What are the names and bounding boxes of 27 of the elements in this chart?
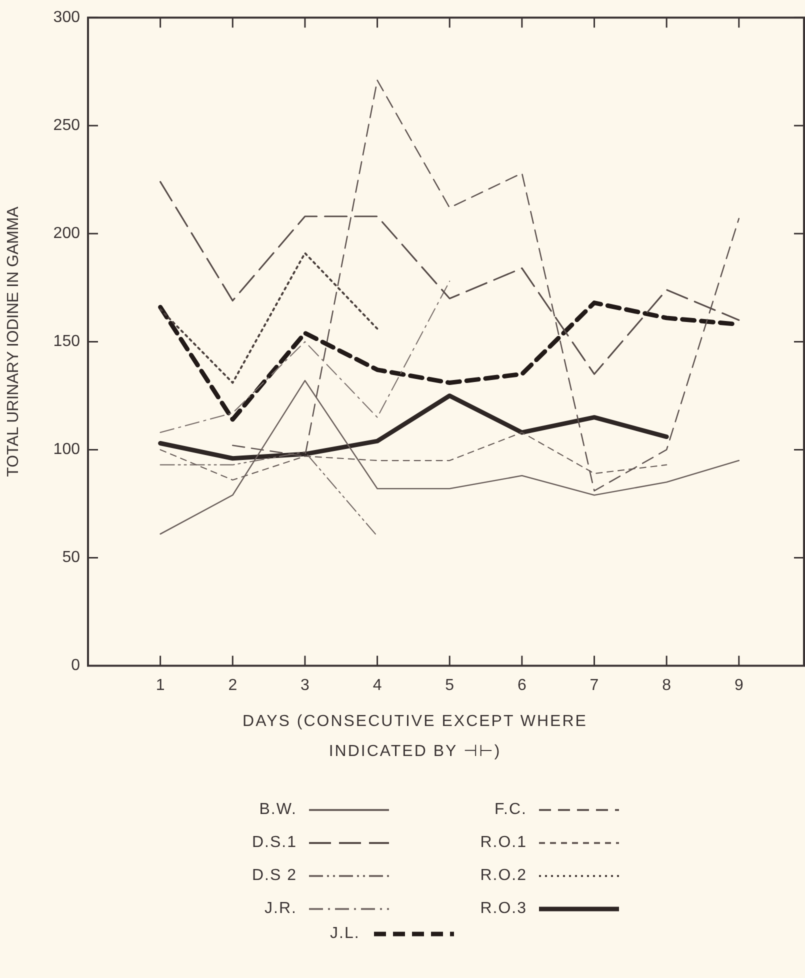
x-tick-label: 8 — [662, 676, 672, 694]
legend-label: J.L. — [330, 925, 360, 943]
y-tick-label: 150 — [53, 333, 80, 350]
x-tick-label: 7 — [590, 676, 599, 694]
legend-label: R.O.1 — [479, 834, 527, 852]
y-tick-label: 300 — [53, 9, 80, 26]
x-tick-label: 9 — [734, 676, 744, 694]
y-tick-label: 50 — [62, 549, 80, 566]
x-tick-label: 4 — [372, 676, 382, 694]
legend-label: F.C. — [494, 800, 527, 818]
x-tick-label: 5 — [445, 676, 454, 694]
x-axis-title: DAYS (CONSECUTIVE EXCEPT WHERE INDICATED BY ⊣⊢) — [242, 712, 588, 762]
x-tick-label: 3 — [300, 676, 310, 694]
y-tick-label: 200 — [53, 225, 80, 242]
legend-label: R.O.3 — [479, 900, 527, 918]
legend-label: D.S 2 — [250, 866, 297, 884]
y-tick-label: 250 — [53, 117, 80, 134]
x-tick-label: 1 — [156, 676, 165, 694]
x-tick-label: 2 — [228, 676, 238, 694]
legend-label: D.S.1 — [250, 834, 297, 852]
y-axis-title: TOTAL URINARY IODINE IN GAMMA — [5, 206, 22, 477]
y-tick-label: 100 — [53, 441, 80, 458]
y-tick-label: 0 — [71, 657, 80, 674]
legend-label: R.O.2 — [479, 866, 527, 884]
legend-label: J.R. — [264, 900, 297, 918]
x-tick-label: 6 — [517, 676, 526, 694]
legend-label: B.W. — [258, 800, 297, 818]
